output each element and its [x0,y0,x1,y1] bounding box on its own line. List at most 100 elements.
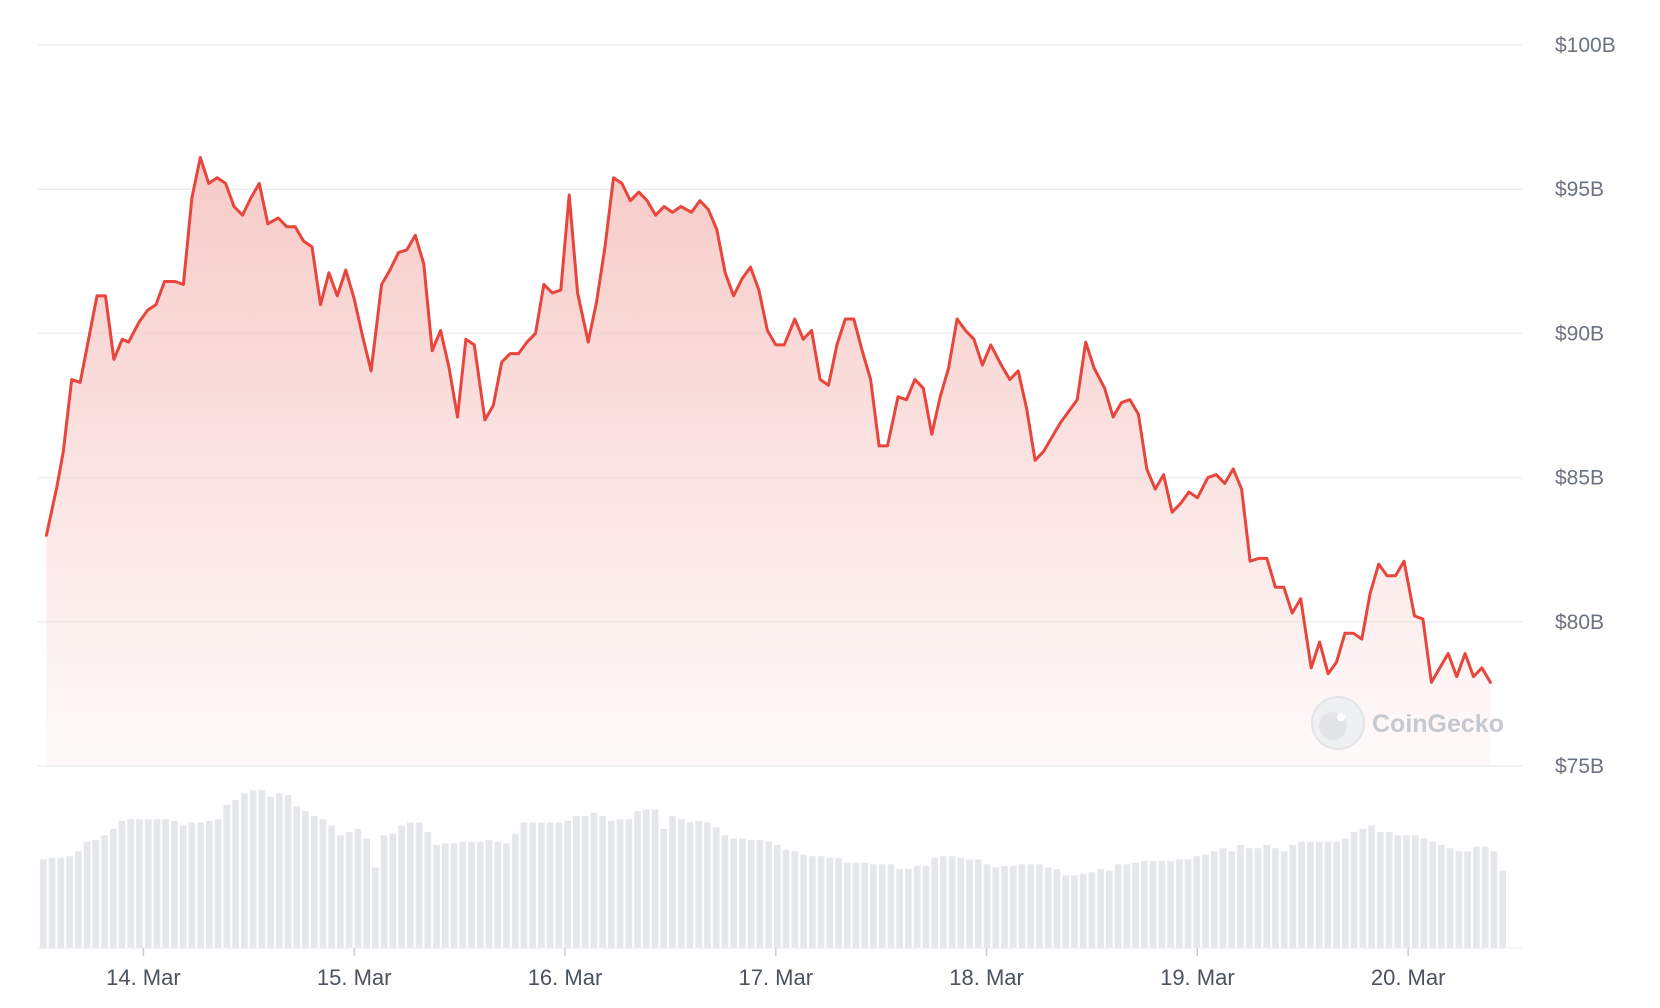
volume-bar [616,819,624,948]
volume-bar [817,856,825,948]
volume-bar [153,819,161,948]
volume-bar [538,822,545,948]
x-tick-label: 20. Mar [1371,965,1446,990]
volume-bar [1394,835,1402,948]
volume-bar [206,820,213,948]
volume-bar [1289,845,1297,948]
volume-bar [398,825,405,948]
volume-bar [1298,841,1305,948]
volume-bar [485,840,493,948]
volume-bar [1403,835,1410,948]
volume-bar [459,841,467,948]
volume-bar [1254,848,1262,948]
volume-bar [380,835,388,948]
volume-bar [1018,864,1026,948]
volume-bar [642,809,650,948]
y-axis-ticks: $100B $95B $90B $85B $80B $75B [1555,34,1616,778]
volume-bar [494,841,502,948]
volume-bar [1219,848,1227,948]
volume-bar [878,864,886,948]
volume-bar [302,811,309,948]
volume-bar [1202,854,1209,948]
volume-bar [424,832,432,948]
volume-bar [109,828,117,948]
volume-bar [258,790,266,948]
price-line[interactable] [44,156,1492,684]
volume-bar [83,841,91,948]
volume-bar [476,841,484,948]
volume-bar [92,840,100,948]
x-tick-label: 19. Mar [1160,965,1235,990]
volume-bar [241,793,248,948]
x-tick-label: 14. Mar [106,965,181,990]
volume-bar [267,796,274,948]
volume-bar [1149,861,1157,948]
volume-bar [1429,841,1437,948]
volume-bar [127,819,135,948]
volume-bar [669,816,676,948]
volume-bar [1184,859,1192,949]
x-tick-label: 18. Mar [949,965,1024,990]
volume-bar [1158,861,1166,948]
volume-bar [1027,864,1035,948]
volume-bar [1359,828,1367,948]
volume-bar [442,843,449,949]
volume-bar [293,806,301,948]
volume-bar [328,825,336,948]
volume-bar [214,819,222,948]
watermark: CoinGecko [1372,710,1504,738]
volume-bar [887,864,895,948]
volume-bar [843,862,851,948]
volume-bar [721,835,729,948]
volume-bar [555,822,563,948]
volume-bar [1097,869,1104,948]
volume-bar [1315,841,1323,948]
volume-bar [1228,851,1236,948]
volume-bar [40,859,47,949]
volume-bar [826,857,834,948]
x-tick-label: 15. Mar [317,965,392,990]
volume-bar [992,867,1000,948]
volume-bar [852,862,860,948]
volume-bar [1350,832,1358,948]
y-tick-label: $75B [1555,755,1604,778]
y-tick-label: $95B [1555,178,1604,201]
volume-bar [1123,864,1131,948]
volume-bar [573,816,580,948]
volume-bar [407,822,414,948]
volume-bar [136,819,143,948]
volume-bar [608,820,615,948]
volume-bar [1210,851,1218,948]
volume-bar [599,816,606,948]
volume-bar [1088,872,1096,948]
volume-bar [774,845,781,948]
volume-bar [677,819,685,948]
y-tick-label: $100B [1555,34,1616,57]
volume-bar [57,857,65,948]
volume-bar [310,816,318,948]
volume-bar [275,793,283,948]
volume-bar [529,822,536,948]
volume-bar [791,851,799,948]
volume-bar [983,864,991,948]
volume-bar [660,828,668,948]
volume-bar [1036,864,1043,948]
volume-bar [354,828,362,948]
volume-bar [1342,838,1349,948]
volume-bar [695,820,703,948]
volume-bar [1114,864,1122,948]
volume-bar [590,812,598,948]
volume-bar [1106,870,1113,948]
volume-bar [747,840,755,948]
volume-bar [1499,870,1506,948]
volume-bar [800,854,807,948]
y-tick-label: $80B [1555,611,1604,634]
volume-bar [1411,835,1419,948]
volume-bar [389,833,397,948]
volume-bar [223,804,231,948]
volume-bar [232,799,239,948]
volume-bar [940,856,947,948]
volume-bar [520,822,528,948]
volume-bar [144,819,152,948]
